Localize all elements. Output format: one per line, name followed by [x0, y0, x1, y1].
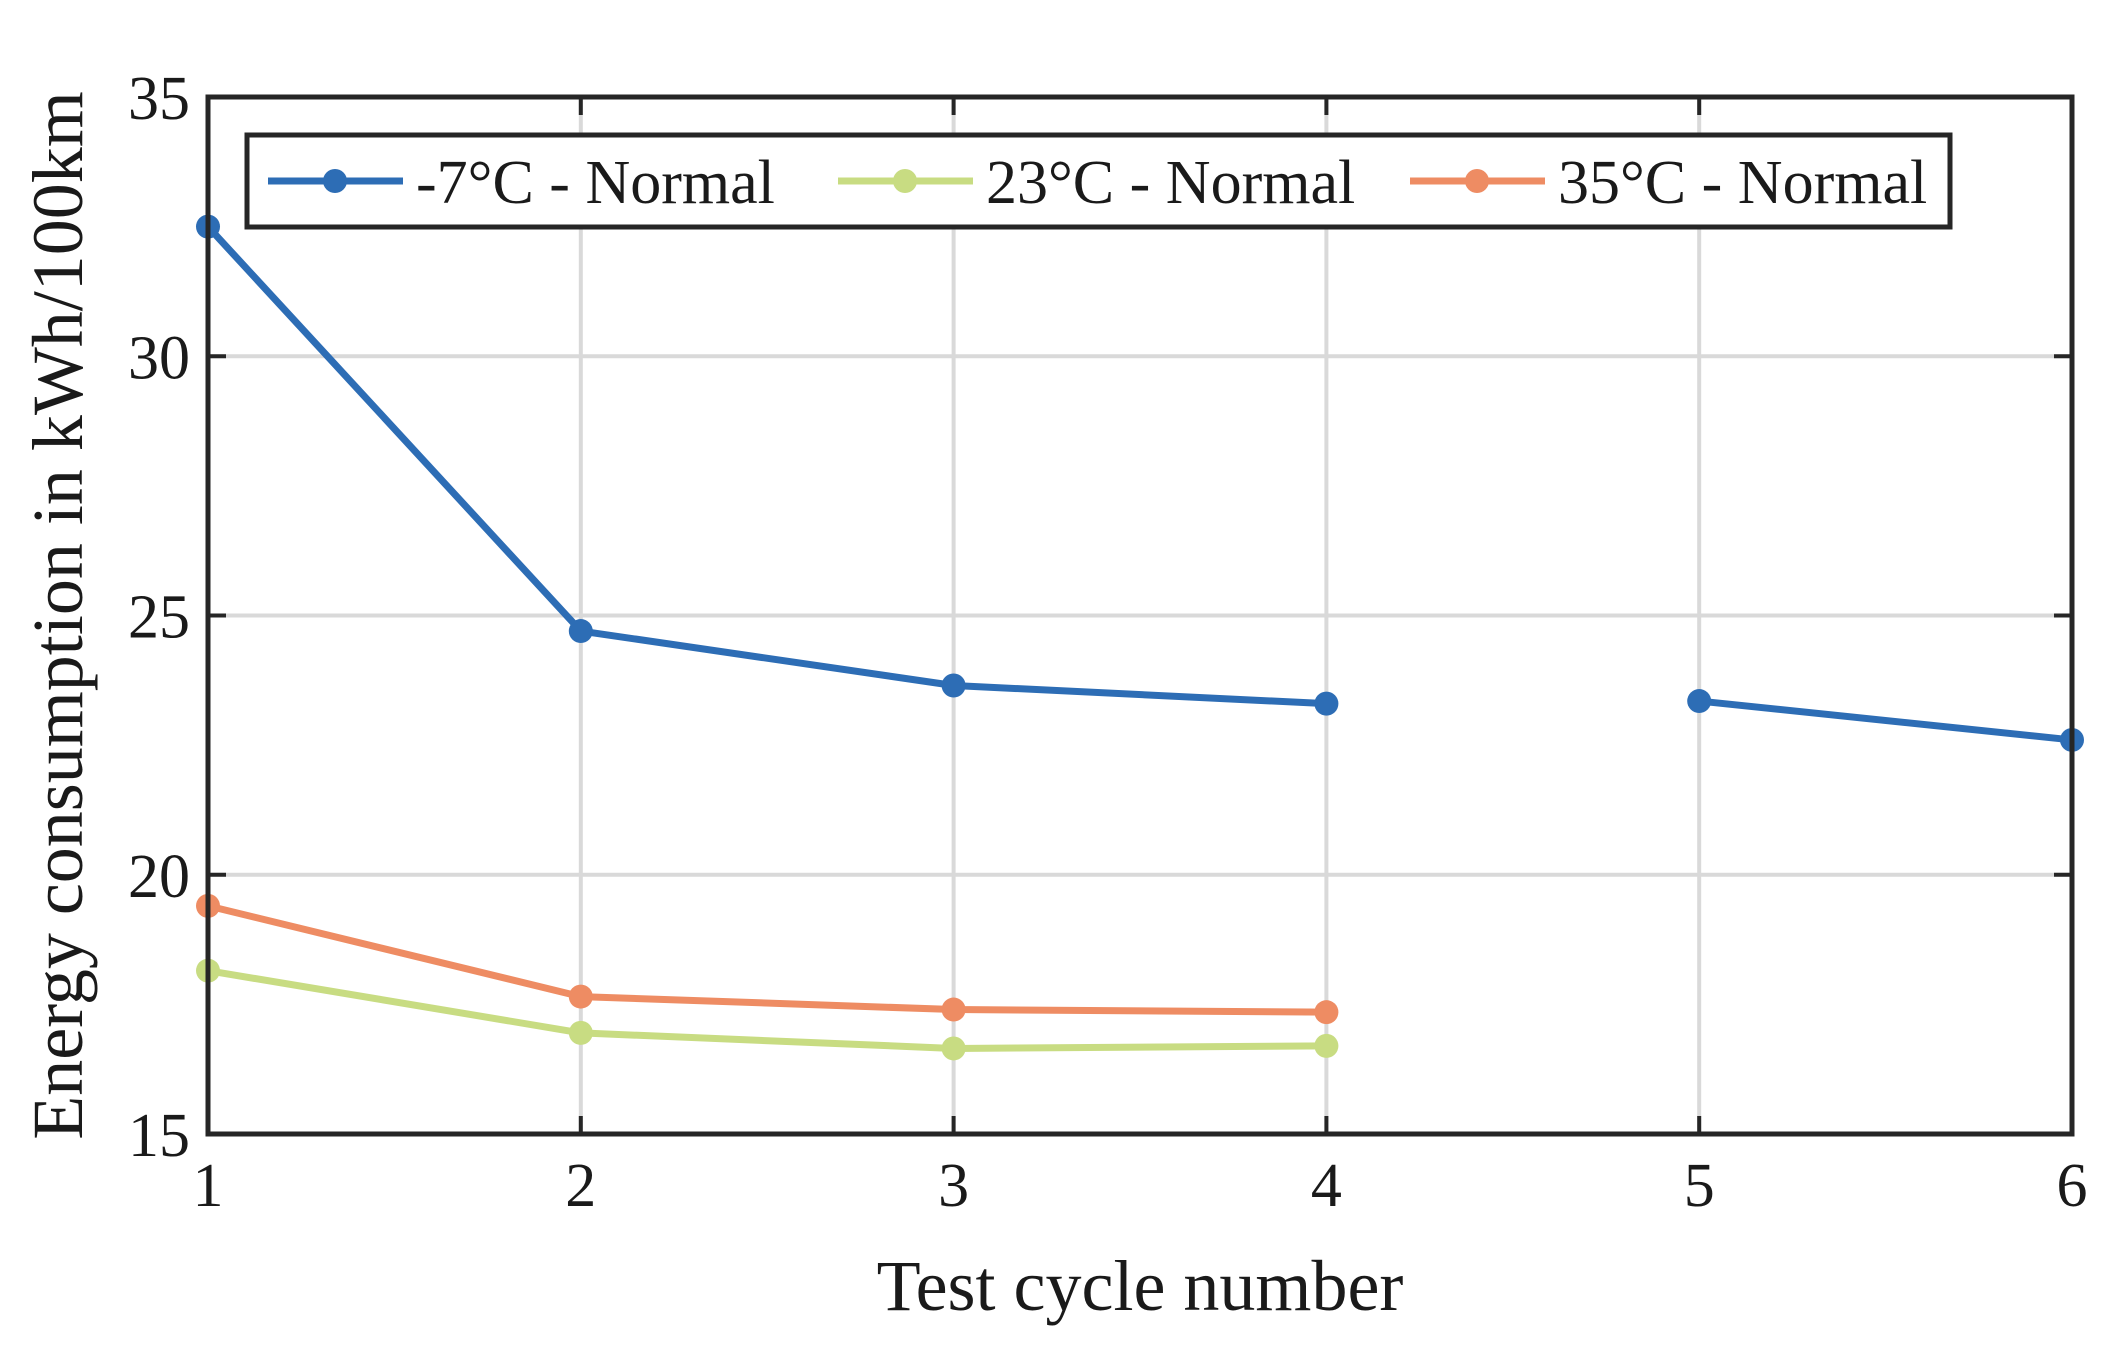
series-layer: [196, 214, 2084, 1061]
x-tick-label-1: 2: [565, 1152, 596, 1220]
axis-ticks: 1 2 3 4 5 6 15 20 25 30 35: [128, 65, 2088, 1220]
legend-label-2: 35°C - Normal: [1558, 149, 1927, 217]
series-2-point-2: [941, 997, 966, 1022]
x-tick-label-0: 1: [193, 1152, 224, 1220]
series-1-point-1: [568, 1020, 593, 1045]
y-axis-label: Energy consumption in kWh/100km: [18, 91, 98, 1140]
y-tick-label-2: 25: [128, 584, 190, 652]
series-0-line-0: [204, 223, 1330, 708]
series-0-point-1: [568, 619, 593, 644]
series-1-point-2: [941, 1036, 966, 1061]
y-tick-label-3: 30: [128, 324, 190, 392]
series-2-point-1: [568, 984, 593, 1009]
series-2: [196, 893, 1339, 1025]
legend-box: [244, 132, 1953, 230]
series-0-point-5: [1687, 689, 1712, 714]
legend: -7°C - Normal 23°C - Normal 35°C - Normal: [244, 132, 1953, 230]
series-2-line-0: [204, 902, 1330, 1016]
series-1: [196, 958, 1339, 1061]
series-1-point-3: [1314, 1033, 1339, 1058]
legend-label-0: -7°C - Normal: [416, 149, 775, 217]
y-tick-label-4: 35: [128, 65, 190, 133]
x-axis-label: Test cycle number: [877, 1246, 1404, 1326]
y-tick-label-1: 20: [128, 843, 190, 911]
x-tick-label-3: 4: [1311, 1152, 1342, 1220]
series-1-line-0: [204, 967, 1330, 1052]
legend-label-1: 23°C - Normal: [986, 149, 1355, 217]
x-tick-label-4: 5: [1684, 1152, 1715, 1220]
series-0-point-3: [1314, 691, 1339, 716]
x-tick-label-5: 6: [2057, 1152, 2088, 1220]
x-tick-label-2: 3: [938, 1152, 969, 1220]
legend-marker-1: [893, 169, 917, 193]
series-0-line-1: [1695, 697, 2076, 744]
grid: [206, 95, 2074, 1136]
y-tick-label-0: 15: [128, 1102, 190, 1170]
legend-marker-2: [1465, 169, 1489, 193]
series-2-point-3: [1314, 1000, 1339, 1025]
legend-marker-0: [323, 169, 347, 193]
series-0-point-2: [941, 673, 966, 698]
series-0: [196, 214, 2084, 752]
